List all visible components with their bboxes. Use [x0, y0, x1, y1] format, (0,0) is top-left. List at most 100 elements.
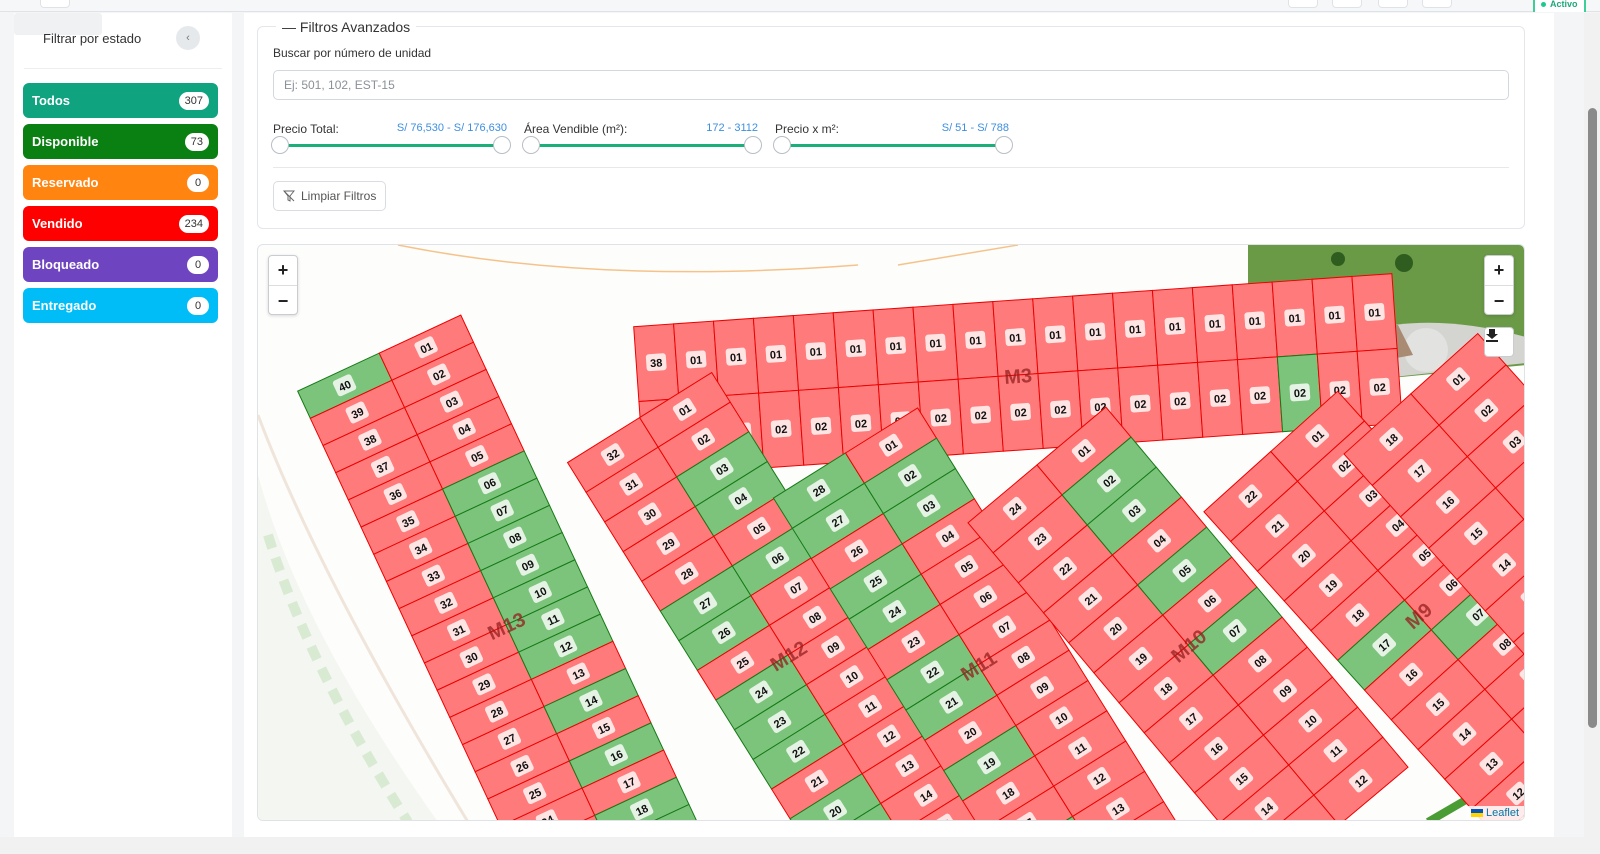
- status-label: Activo: [1550, 0, 1578, 9]
- status-label: Vendido: [32, 216, 83, 231]
- svg-text:25: 25: [735, 655, 752, 672]
- svg-text:09: 09: [520, 558, 536, 574]
- lot[interactable]: [606, 803, 703, 821]
- map-zoom-control-left: + −: [268, 255, 298, 315]
- svg-text:17: 17: [1019, 816, 1036, 821]
- range-track[interactable]: [279, 144, 509, 147]
- collapse-sidebar-button[interactable]: ‹: [176, 26, 200, 50]
- block-m12[interactable]: 3231302928272625242322212019181701020304…: [566, 371, 1010, 821]
- range-max-handle[interactable]: [744, 136, 762, 154]
- toolbar-button[interactable]: [1288, 0, 1318, 8]
- toolbar-button[interactable]: [1422, 0, 1452, 8]
- svg-text:32: 32: [439, 596, 455, 612]
- svg-text:05: 05: [751, 521, 768, 538]
- svg-text:21: 21: [809, 774, 826, 791]
- block-m10[interactable]: 2423222120191817161514130102030405060708…: [967, 406, 1409, 821]
- download-icon: [1486, 329, 1498, 342]
- svg-text:02: 02: [1293, 387, 1306, 400]
- svg-text:02: 02: [1134, 399, 1147, 412]
- svg-text:39: 39: [350, 406, 366, 422]
- svg-text:15: 15: [937, 818, 954, 821]
- range-track[interactable]: [781, 144, 1011, 147]
- svg-text:01: 01: [849, 343, 862, 356]
- svg-text:02: 02: [1174, 396, 1187, 409]
- svg-text:01: 01: [1089, 327, 1102, 340]
- range-min-handle[interactable]: [773, 136, 791, 154]
- svg-text:05: 05: [469, 449, 485, 465]
- zoom-out-button[interactable]: −: [277, 290, 289, 311]
- svg-text:18: 18: [1000, 786, 1017, 803]
- block-m8[interactable]: 181716151413121110010203040506070809M8: [1343, 332, 1525, 737]
- svg-text:40: 40: [337, 379, 353, 395]
- status-filter-todos[interactable]: Todos 307: [23, 83, 218, 118]
- zoom-out-button[interactable]: −: [1493, 290, 1505, 311]
- svg-text:01: 01: [690, 354, 703, 367]
- status-label: Todos: [32, 93, 71, 108]
- svg-text:06: 06: [978, 590, 995, 607]
- range-min-handle[interactable]: [522, 136, 540, 154]
- svg-text:01: 01: [1009, 332, 1022, 345]
- lot[interactable]: [1090, 800, 1184, 821]
- lot[interactable]: [1484, 628, 1525, 720]
- svg-text:28: 28: [679, 566, 696, 583]
- status-label: Bloqueado: [32, 257, 100, 272]
- svg-text:01: 01: [929, 338, 942, 351]
- status-filter-vendido[interactable]: Vendido 234: [23, 206, 218, 241]
- svg-text:08: 08: [507, 531, 523, 547]
- status-filter-bloqueado[interactable]: Bloqueado 0: [23, 247, 218, 282]
- lot-map[interactable]: 4039383736353433323130292827262524232221…: [257, 244, 1525, 821]
- svg-text:22: 22: [790, 744, 807, 761]
- horizontal-scrollbar[interactable]: [0, 837, 1584, 854]
- svg-text:M8: M8: [1522, 519, 1525, 554]
- download-button[interactable]: [1484, 327, 1514, 357]
- svg-text:15: 15: [596, 721, 612, 737]
- svg-text:10: 10: [844, 670, 861, 687]
- clear-filters-button[interactable]: Limpiar Filtros: [273, 181, 387, 211]
- svg-text:06: 06: [770, 551, 787, 568]
- lot[interactable]: [1523, 458, 1525, 552]
- advanced-filters-toggle[interactable]: — Filtros Avanzados: [276, 19, 417, 35]
- svg-text:01: 01: [1368, 307, 1381, 320]
- svg-text:11: 11: [546, 613, 562, 629]
- toolbar-button[interactable]: [40, 0, 70, 8]
- sidebar-title: Filtrar por estado: [43, 31, 142, 46]
- svg-text:07: 07: [997, 620, 1014, 637]
- svg-text:25: 25: [527, 786, 543, 802]
- range-value: S/ 51 - S/ 788: [941, 122, 1009, 134]
- status-filter-entregado[interactable]: Entregado 0: [23, 288, 218, 323]
- svg-text:32: 32: [605, 447, 622, 464]
- svg-text:02: 02: [855, 418, 868, 431]
- zoom-in-button[interactable]: +: [1485, 256, 1513, 286]
- svg-text:21: 21: [944, 695, 961, 712]
- range-max-handle[interactable]: [995, 136, 1013, 154]
- svg-text:31: 31: [451, 623, 467, 639]
- toolbar-button[interactable]: [1378, 0, 1408, 8]
- status-filter-disponible[interactable]: Disponible 73: [23, 124, 218, 159]
- collapse-menu-tooltip: [14, 13, 102, 35]
- svg-text:07: 07: [495, 504, 511, 520]
- area-range: Área Vendible (m²): 172 - 3112: [522, 122, 774, 162]
- block-m11[interactable]: 2827262524232221201918171615010203040506…: [772, 407, 1184, 821]
- advanced-filters-panel: — Filtros Avanzados Buscar por número de…: [257, 19, 1525, 229]
- block-m13[interactable]: 4039383736353433323130292827262524232221…: [296, 314, 715, 821]
- map-canvas[interactable]: 4039383736353433323130292827262524232221…: [258, 245, 1525, 821]
- status-filter-reservado[interactable]: Reservado 0: [23, 165, 218, 200]
- svg-text:02: 02: [431, 368, 447, 384]
- vertical-scrollbar[interactable]: [1584, 13, 1600, 854]
- lot[interactable]: [1484, 549, 1525, 643]
- leaflet-link[interactable]: Leaflet: [1485, 807, 1519, 819]
- range-track[interactable]: [530, 144, 760, 147]
- svg-text:22: 22: [925, 665, 942, 682]
- lot[interactable]: [1494, 427, 1525, 521]
- range-min-handle[interactable]: [271, 136, 289, 154]
- svg-text:38: 38: [650, 357, 663, 370]
- scrollbar-thumb[interactable]: [1588, 108, 1597, 728]
- price-total-range: Precio Total: S/ 76,530 - S/ 176,630: [271, 122, 523, 162]
- range-max-handle[interactable]: [493, 136, 511, 154]
- unit-search-input[interactable]: [273, 70, 1509, 100]
- zoom-in-button[interactable]: +: [269, 256, 297, 286]
- toolbar-button[interactable]: [1332, 0, 1362, 8]
- status-count: 234: [178, 214, 209, 233]
- svg-text:09: 09: [1524, 666, 1525, 683]
- range-value: S/ 76,530 - S/ 176,630: [396, 122, 507, 134]
